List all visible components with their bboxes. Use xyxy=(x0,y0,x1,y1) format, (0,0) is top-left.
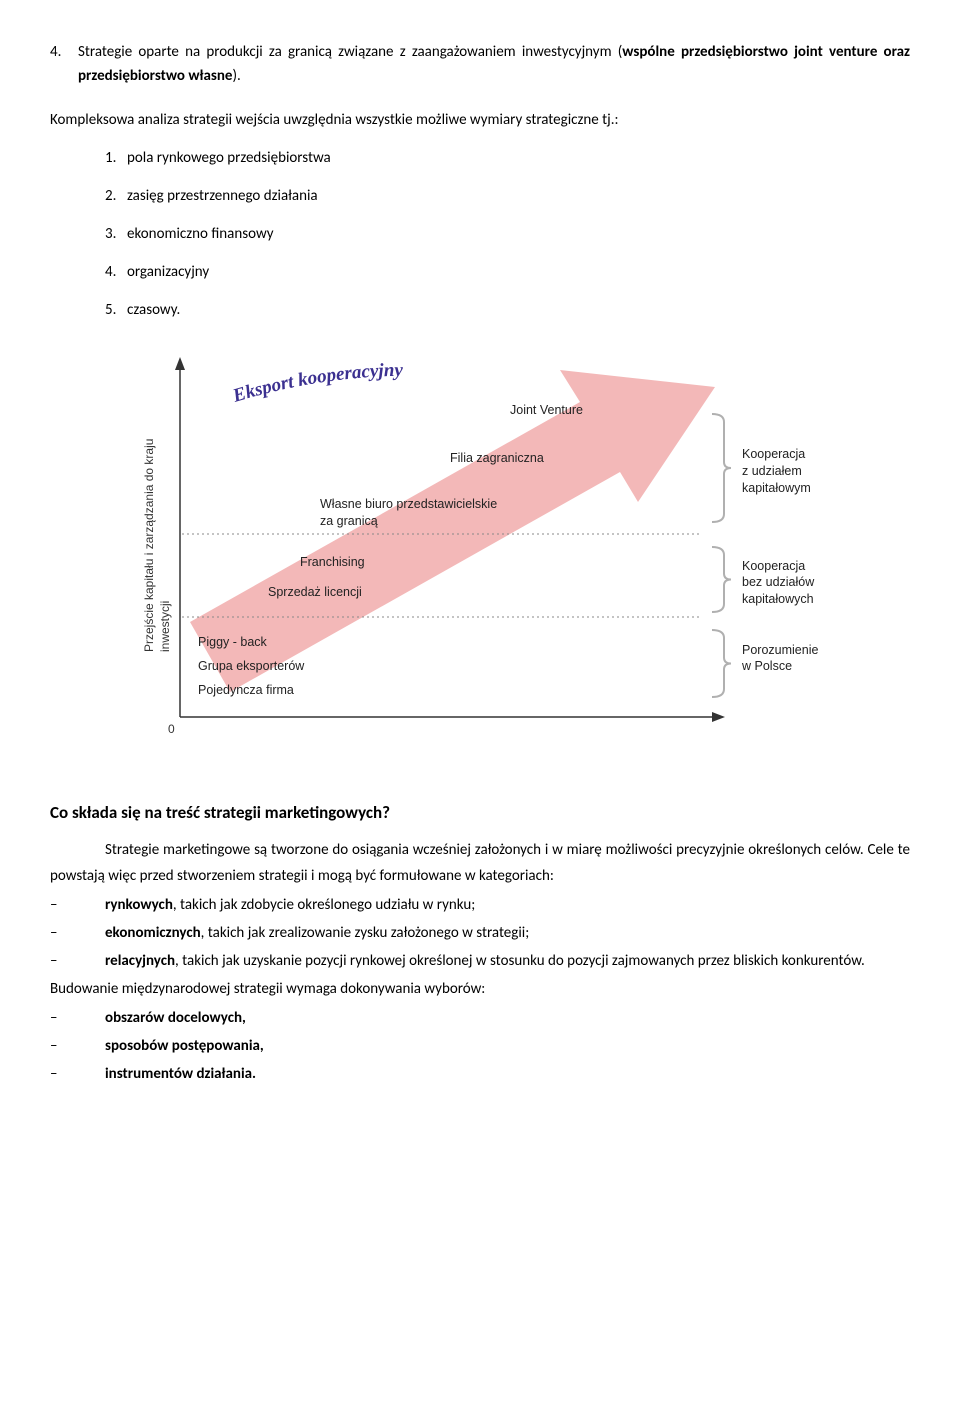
y-axis-arrowhead xyxy=(175,357,185,370)
cat-text: ekonomicznych, takich jak zrealizowanie … xyxy=(105,920,910,946)
y-axis-label: Przejście kapitału i zarządzania do kraj… xyxy=(142,432,173,652)
dim-num: 1. xyxy=(105,146,127,170)
list-item-4: 4. Strategie oparte na produkcji za gran… xyxy=(50,40,910,88)
arrow-title: Eksport kooperacyjny xyxy=(230,360,530,410)
dimension-item: 2.zasięg przestrzennego działania xyxy=(50,184,910,208)
category-item: –rynkowych, takich jak zdobycie określon… xyxy=(50,892,910,918)
diagram-label: Kooperacjaz udziałemkapitałowym xyxy=(742,446,811,497)
cat-text: rynkowych, takich jak zdobycie określone… xyxy=(105,892,910,918)
txt-c: ). xyxy=(232,67,240,85)
origin-label: 0 xyxy=(168,722,175,736)
x-axis-arrowhead xyxy=(712,712,725,722)
diagram-label: Własne biuro przedstawicielskieza granic… xyxy=(320,496,497,530)
diagram-label: Piggy - back xyxy=(198,634,267,651)
category-item: –ekonomicznych, takich jak zrealizowanie… xyxy=(50,920,910,946)
build-text: obszarów docelowych, xyxy=(105,1005,910,1031)
question-heading: Co składa się na treść strategii marketi… xyxy=(50,802,910,823)
build-text: sposobów postępowania, xyxy=(105,1033,910,1059)
cat-text: relacyjnych, takich jak uzyskanie pozycj… xyxy=(105,948,910,974)
build-item: –obszarów docelowych, xyxy=(50,1005,910,1031)
svg-text:Eksport kooperacyjny: Eksport kooperacyjny xyxy=(230,360,404,407)
dash: – xyxy=(50,920,105,946)
diagram-label: Porozumieniew Polsce xyxy=(742,642,818,676)
dimension-item: 1.pola rynkowego przedsiębiorstwa xyxy=(50,146,910,170)
dim-text: pola rynkowego przedsiębiorstwa xyxy=(127,149,331,167)
dash: – xyxy=(50,1061,105,1087)
item-number: 4. xyxy=(50,40,78,88)
category-item: –relacyjnych, takich jak uzyskanie pozyc… xyxy=(50,948,910,974)
dimension-item: 5.czasowy. xyxy=(50,298,910,322)
dimension-item: 3.ekonomiczno finansowy xyxy=(50,222,910,246)
bracket xyxy=(712,414,731,522)
dim-num: 5. xyxy=(105,298,127,322)
dim-num: 4. xyxy=(105,260,127,284)
build-item: –sposobów postępowania, xyxy=(50,1033,910,1059)
dash: – xyxy=(50,948,105,974)
dash: – xyxy=(50,1005,105,1031)
dash: – xyxy=(50,892,105,918)
intro-paragraph: Kompleksowa analiza strategii wejścia uw… xyxy=(50,108,910,132)
diagram-label: Franchising xyxy=(300,554,365,571)
diagram-label: Kooperacjabez udziałówkapitałowych xyxy=(742,558,814,609)
arrow-shape xyxy=(190,370,715,692)
diagram-label: Grupa eksporterów xyxy=(198,658,304,675)
diagram-label: Filia zagraniczna xyxy=(450,450,544,467)
diagram-label: Pojedyncza firma xyxy=(198,682,294,699)
dash: – xyxy=(50,1033,105,1059)
dim-text: ekonomiczno finansowy xyxy=(127,225,274,243)
build-text: instrumentów działania. xyxy=(105,1061,910,1087)
answer-paragraph: Strategie marketingowe są tworzone do os… xyxy=(50,837,910,890)
dim-num: 2. xyxy=(105,184,127,208)
dim-text: zasięg przestrzennego działania xyxy=(127,187,318,205)
bracket xyxy=(712,630,731,697)
arrow-title-svg: Eksport kooperacyjny xyxy=(230,360,530,410)
bracket xyxy=(712,547,731,612)
diagram-label: Sprzedaż licencji xyxy=(268,584,362,601)
dim-text: czasowy. xyxy=(127,301,180,319)
export-cooperation-diagram: Eksport kooperacyjny Przejście kapitału … xyxy=(90,352,870,762)
dim-num: 3. xyxy=(105,222,127,246)
item-text: Strategie oparte na produkcji za granicą… xyxy=(78,40,910,88)
txt-a: Strategie oparte na produkcji za granicą… xyxy=(78,43,622,61)
diagram-label: Joint Venture xyxy=(510,402,583,419)
build-intro: Budowanie międzynarodowej strategii wyma… xyxy=(50,976,910,1002)
dim-text: organizacyjny xyxy=(127,263,209,281)
build-item: –instrumentów działania. xyxy=(50,1061,910,1087)
dimension-item: 4.organizacyjny xyxy=(50,260,910,284)
